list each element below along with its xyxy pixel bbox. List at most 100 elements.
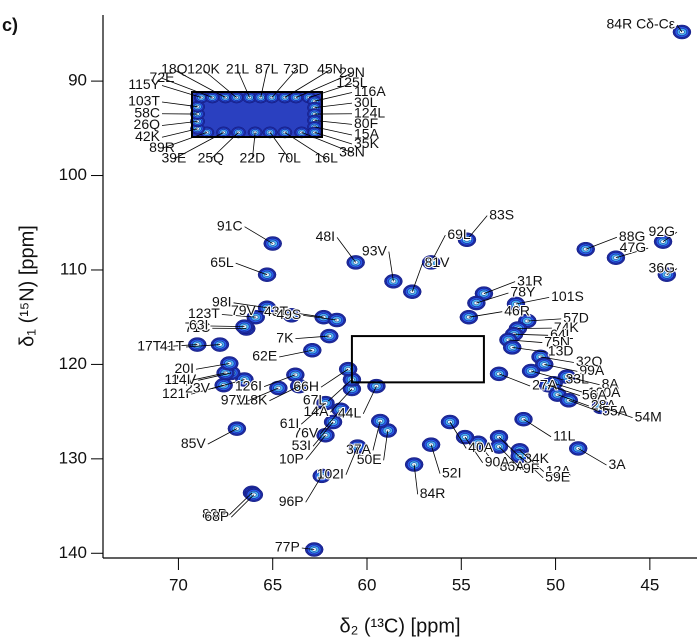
leader-line	[295, 72, 353, 98]
peak-contour	[583, 247, 589, 252]
x-tick-label: 60	[358, 575, 377, 594]
leader-line	[319, 409, 341, 435]
leader-line	[211, 379, 245, 390]
leader-line	[210, 325, 245, 328]
y-tick-label: 140	[59, 543, 87, 562]
peak-label: 63I	[189, 317, 208, 333]
leader-line	[163, 344, 198, 348]
peak-label: 30L	[354, 94, 378, 110]
peak-label: 44L	[338, 404, 362, 420]
peak-contour	[299, 130, 304, 135]
leader-line	[244, 226, 273, 244]
peak-label: 62E	[252, 348, 277, 364]
leader-line	[308, 83, 353, 98]
leader-line	[498, 446, 522, 470]
peak-label: 124L	[354, 104, 385, 120]
leader-line	[192, 372, 226, 381]
peak-label: 68P	[204, 508, 229, 524]
peak-label: 86A	[500, 458, 526, 474]
leader-line	[483, 281, 516, 294]
leader-line	[362, 385, 377, 414]
x-tick-label: 55	[452, 575, 471, 594]
peak-label: 29N	[339, 64, 365, 80]
peak-label: 27A	[532, 377, 558, 393]
peak-label: 58C	[134, 104, 160, 120]
leader-line	[235, 262, 268, 276]
peak-label: 46R	[504, 302, 530, 318]
leader-line	[449, 421, 467, 449]
peak-label: 10P	[279, 450, 304, 466]
peak-label: 55A	[602, 403, 628, 419]
peak-label: 39E	[161, 150, 186, 166]
leader-line	[221, 314, 256, 318]
leader-line	[666, 268, 678, 276]
peak-label: 75N	[544, 333, 570, 349]
peak-label: 18Q	[161, 61, 188, 77]
peak-contour	[264, 272, 270, 277]
leader-line	[161, 132, 207, 149]
leader-line	[314, 120, 353, 125]
leader-line	[553, 382, 586, 394]
peak-label: 13D	[548, 343, 574, 359]
peak-label: 33L	[566, 371, 590, 387]
leader-line	[600, 406, 633, 419]
leader-line	[303, 314, 337, 321]
x-tick-label: 70	[169, 575, 188, 594]
leader-line	[430, 234, 446, 263]
leader-line	[314, 126, 353, 136]
leader-line	[527, 318, 562, 322]
peak-label: 123T	[188, 305, 220, 321]
leader-line	[523, 418, 552, 438]
leader-line	[566, 376, 600, 386]
peak-label: 61I	[280, 415, 299, 431]
leader-line	[676, 24, 683, 33]
leader-line	[195, 363, 230, 370]
y-axis-label: δ₁ (¹⁵N) [ppm]	[16, 225, 38, 347]
leader-line	[508, 339, 543, 343]
peak-label: 67L	[303, 392, 327, 408]
peak-label: 49S	[276, 306, 301, 322]
peak-label: 120K	[187, 61, 220, 77]
panel-label: c)	[2, 15, 18, 35]
leader-line	[269, 385, 300, 402]
y-tick-label: 130	[59, 448, 87, 467]
leader-line	[544, 364, 578, 372]
peak-label: 78Y	[510, 284, 536, 300]
peak-label: 85V	[181, 435, 207, 451]
peak-label: 77P	[275, 539, 300, 555]
leader-line	[314, 92, 353, 102]
leader-line	[383, 430, 389, 461]
peak-label: 50E	[357, 451, 382, 467]
peak-label: 48I	[316, 228, 335, 244]
leader-line	[388, 251, 394, 282]
peak-label: 72E	[150, 69, 175, 85]
peak-label: 101S	[551, 288, 584, 304]
leader-line	[320, 368, 349, 388]
peak-label: 81V	[425, 254, 451, 270]
peak-label: 76V	[293, 424, 319, 440]
peak-label: 40A	[468, 439, 494, 455]
peak-label: 38N	[339, 143, 365, 159]
peak-label: 98I	[212, 293, 231, 309]
leader-line	[257, 310, 292, 316]
leader-line	[231, 494, 255, 518]
peak-label: 35K	[354, 135, 380, 151]
leader-line	[263, 374, 296, 387]
leader-line	[301, 132, 353, 154]
leader-line	[233, 302, 268, 309]
peak-label: 42K	[135, 128, 161, 144]
peak-label: 7K	[276, 329, 294, 345]
peak-label: 97V	[221, 392, 247, 408]
peak-label: 69L	[447, 226, 471, 242]
x-axis-label: δ₂ (¹³C) [ppm]	[339, 615, 460, 637]
leader-line	[411, 262, 423, 292]
peak-label: 102I	[317, 465, 344, 481]
peak-label: 20I	[175, 360, 194, 376]
peak-label: 16L	[315, 150, 339, 166]
peak-label: 66H	[293, 378, 319, 394]
peak-label: 32Q	[576, 353, 603, 369]
x-tick-label: 45	[640, 575, 659, 594]
peak-label: 54M	[635, 408, 662, 424]
peak-label: 28A	[591, 397, 617, 413]
